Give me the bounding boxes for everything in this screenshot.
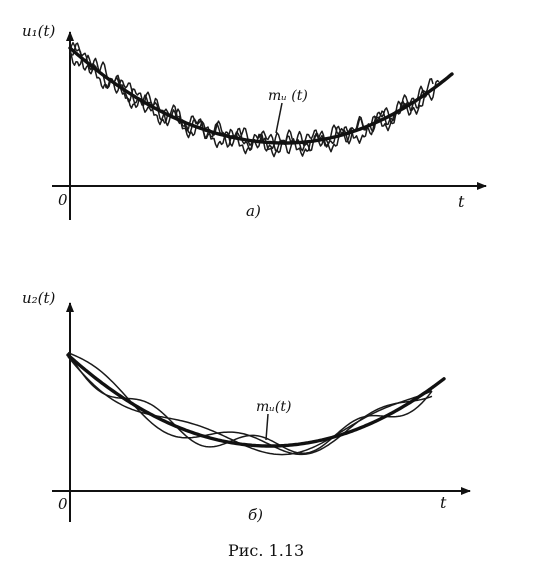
panel-a-mean-label-leader xyxy=(275,102,283,134)
panel-a-t-label: t xyxy=(458,192,465,211)
panel-b-mean-label-leader xyxy=(265,413,269,441)
panel-b-mean-curve xyxy=(66,353,446,448)
panel-b: u₂(t) 0 t mᵤ(t) б) xyxy=(22,289,471,524)
panel-a-mean-label: mᵤ (t) xyxy=(268,88,308,104)
panel-b-t-label: t xyxy=(440,493,447,512)
panel-b-y-label: u₂(t) xyxy=(22,289,56,307)
panel-b-sub-label: б) xyxy=(248,506,263,524)
panel-b-origin-label: 0 xyxy=(58,495,68,513)
panel-a: u₁(t) 0 t mᵤ (t) а) xyxy=(22,22,487,220)
panel-b-realization-3 xyxy=(67,356,433,456)
panel-a-sub-label: а) xyxy=(246,202,261,220)
panel-a-origin-label: 0 xyxy=(58,191,68,209)
figure-caption: Рис. 1.13 xyxy=(228,541,304,560)
panel-a-realization-2 xyxy=(69,42,434,152)
panel-a-y-label: u₁(t) xyxy=(22,22,56,40)
panel-b-realization-2 xyxy=(67,352,433,455)
panel-b-mean-label: mᵤ(t) xyxy=(256,399,291,415)
panel-b-realization-1 xyxy=(67,351,433,456)
panel-a-mean-curve xyxy=(68,46,454,145)
